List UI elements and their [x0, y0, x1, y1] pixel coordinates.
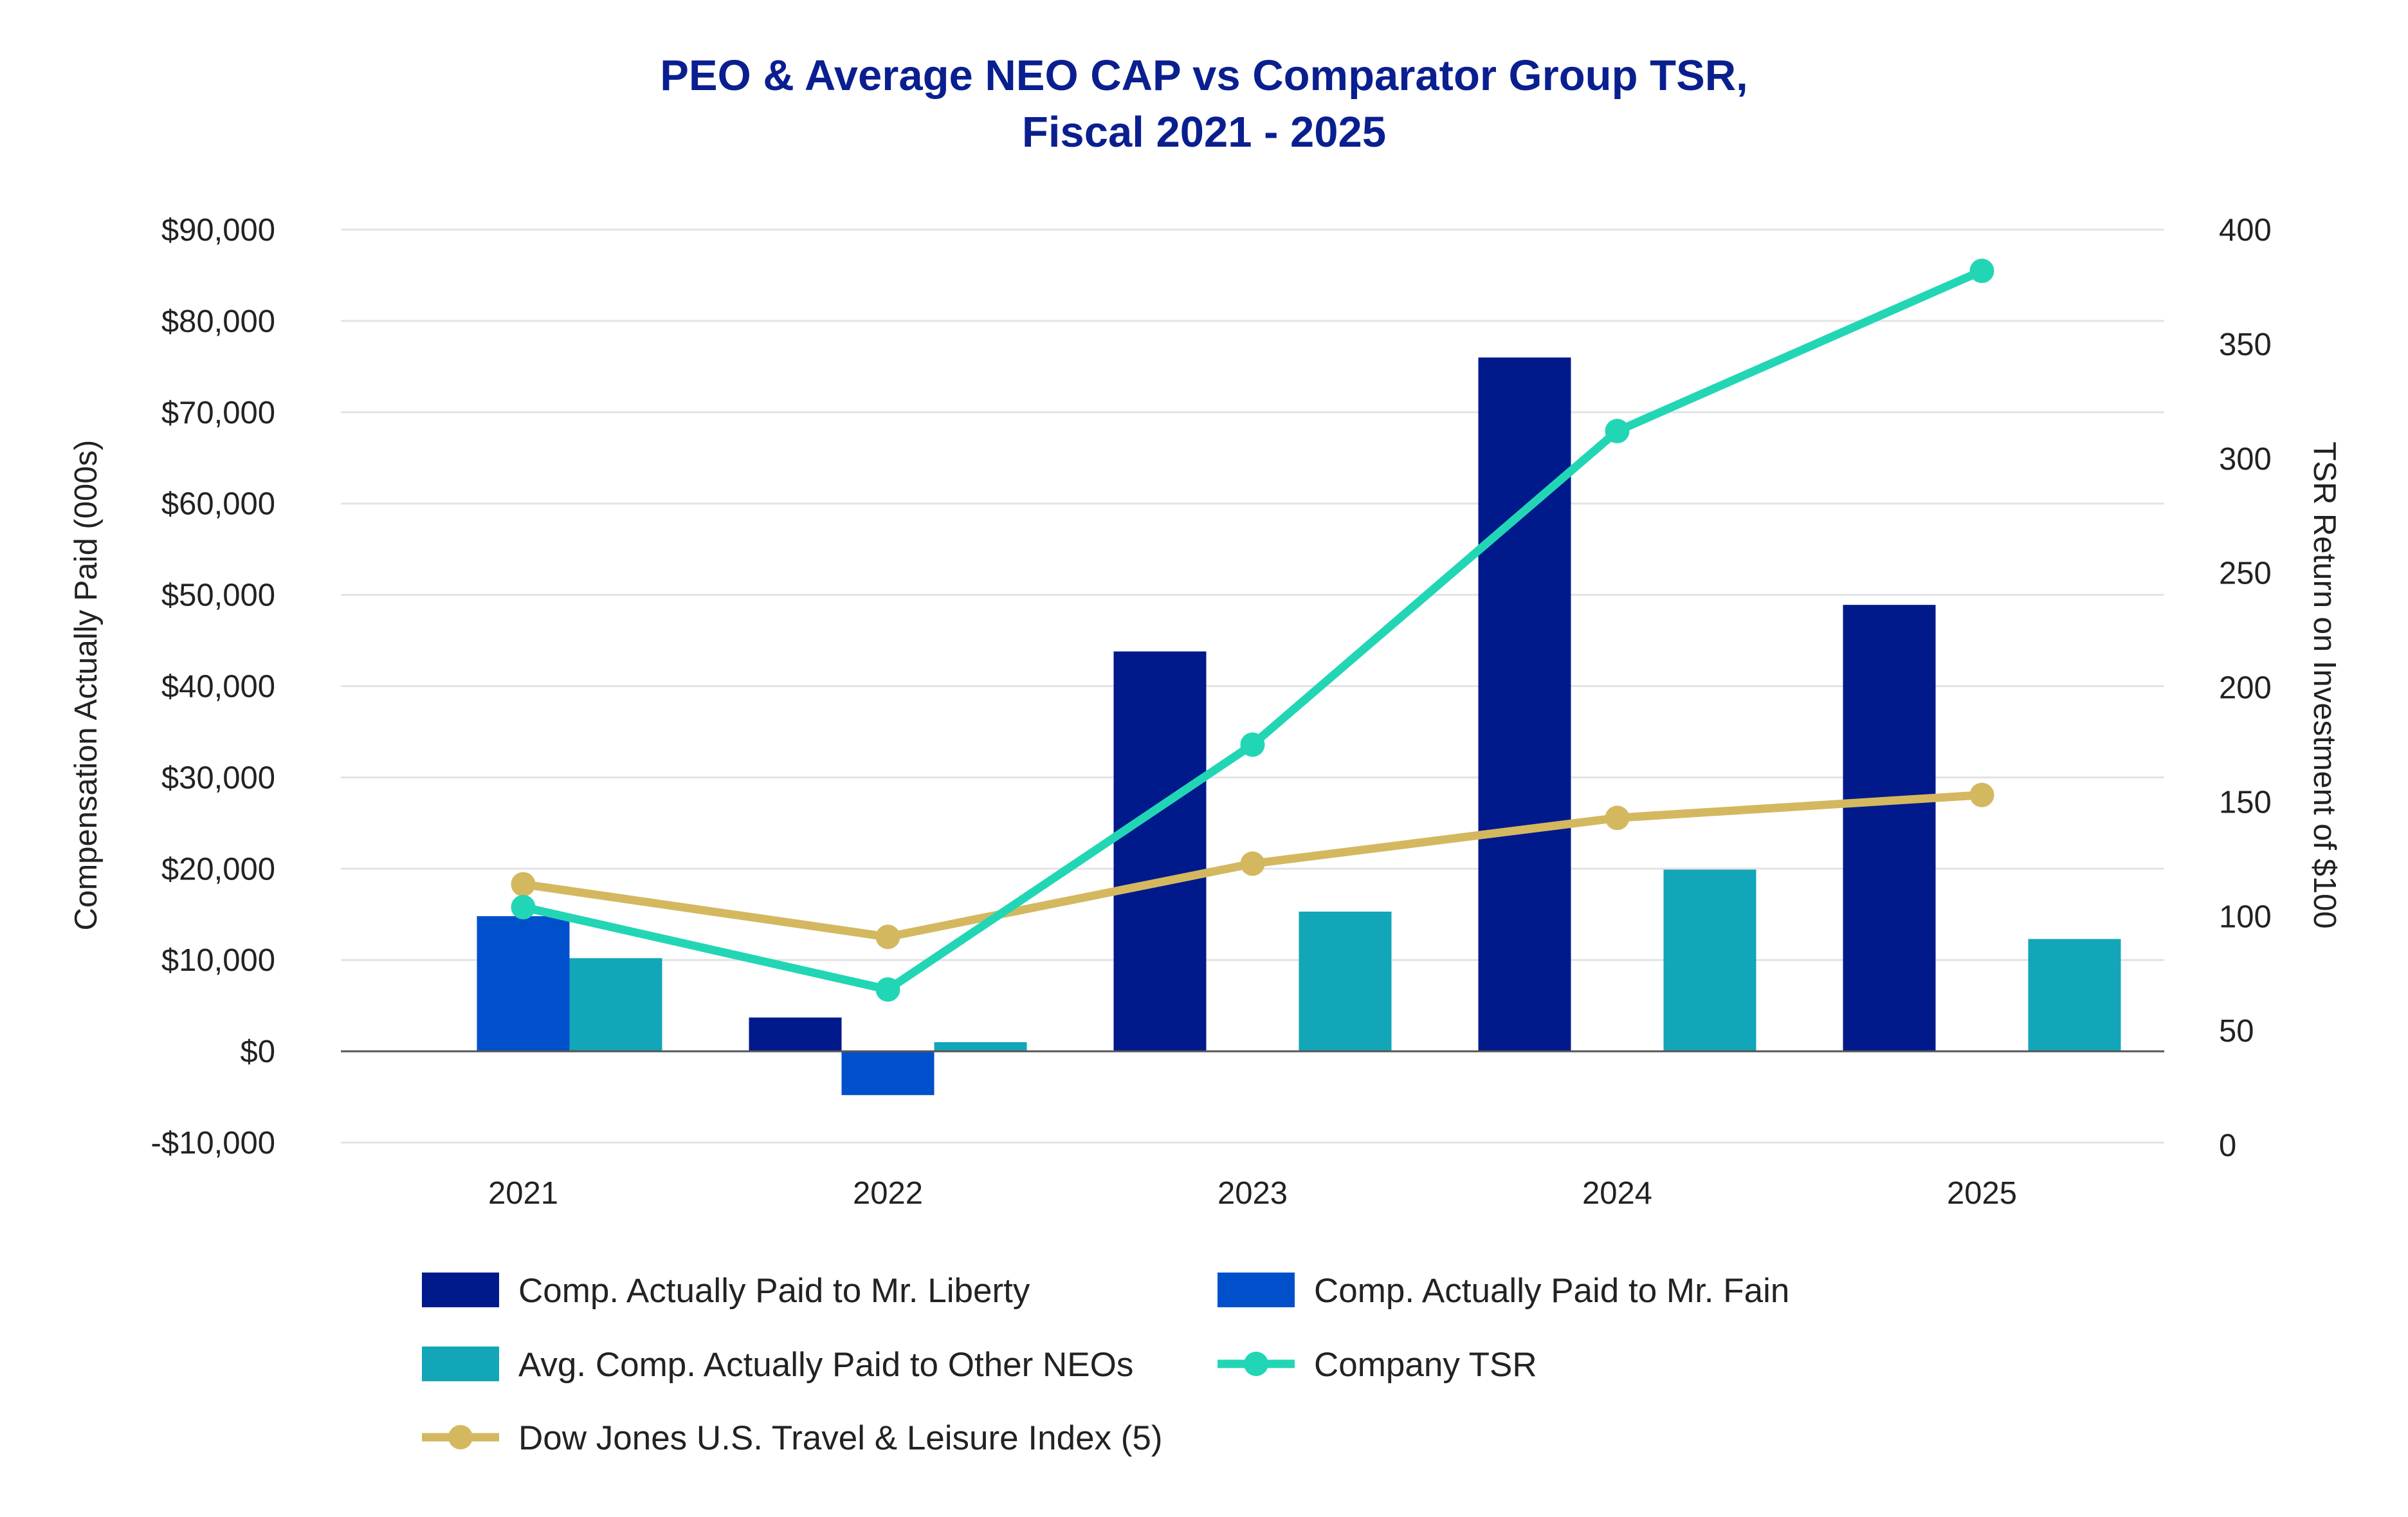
bar-1-2021: [477, 916, 570, 1052]
y-tick-label: $30,000: [161, 760, 275, 795]
y2-tick-label: 0: [2219, 1128, 2236, 1163]
point-1-2025: [1969, 782, 1994, 807]
point-1-2021: [511, 872, 536, 897]
y-tick-label: $90,000: [161, 213, 275, 248]
point-0-2025: [1969, 259, 1994, 284]
y2-tick-label: 100: [2219, 899, 2272, 934]
right-axis-label: TSR Return on Investment of $100: [2307, 441, 2342, 928]
legend-swatch-2: [422, 1347, 499, 1381]
bar-2-2025: [2028, 939, 2121, 1052]
left-axis-ticks: -$10,000 $0 $10,000 $20,000 $30,000 $40,000 $5…: [151, 213, 275, 1161]
legend-label-2: Avg. Comp. Actually Paid to Other NEOs: [518, 1346, 1133, 1384]
y2-tick-label: 350: [2219, 327, 2272, 362]
legend-label-3: Company TSR: [1314, 1346, 1537, 1384]
point-1-2023: [1240, 851, 1265, 876]
x-tick-label: 2023: [1218, 1176, 1288, 1211]
x-tick-label: 2022: [853, 1176, 923, 1211]
line-marks: [511, 259, 1994, 1002]
legend-swatch-1: [1218, 1273, 1295, 1307]
chart-title-line-1: PEO & Average NEO CAP vs Comparator Grou…: [660, 51, 1748, 100]
y-tick-label: $50,000: [161, 578, 275, 613]
chart-title-line-2: Fiscal 2021 - 2025: [1022, 108, 1386, 156]
point-0-2022: [875, 977, 900, 1002]
y2-tick-label: 150: [2219, 785, 2272, 820]
x-tick-label: 2024: [1582, 1176, 1652, 1211]
y-tick-label: $80,000: [161, 304, 275, 339]
bar-0-2025: [1843, 605, 1936, 1052]
y2-tick-label: 50: [2219, 1014, 2254, 1049]
legend-swatch-marker-3: [1244, 1352, 1268, 1376]
y-tick-label: $60,000: [161, 487, 275, 522]
legend-label-1: Comp. Actually Paid to Mr. Fain: [1314, 1272, 1789, 1310]
legend-label-0: Comp. Actually Paid to Mr. Liberty: [518, 1272, 1030, 1310]
bar-0-2024: [1478, 357, 1571, 1052]
y-tick-label: $20,000: [161, 852, 275, 887]
point-0-2024: [1605, 419, 1630, 444]
chart-title: PEO & Average NEO CAP vs Comparator Grou…: [660, 51, 1748, 156]
y-tick-label: $0: [240, 1034, 275, 1069]
legend: Comp. Actually Paid to Mr. Liberty Comp. …: [422, 1272, 1789, 1457]
bar-0-2022: [749, 1017, 842, 1052]
bar-1-2022: [841, 1051, 935, 1096]
y-tick-label: $70,000: [161, 396, 275, 430]
left-axis-label: Compensation Actually Paid (000s): [69, 440, 104, 931]
legend-swatch-0: [422, 1273, 499, 1307]
bar-2-2024: [1663, 869, 1756, 1052]
y2-tick-label: 400: [2219, 213, 2272, 248]
right-axis-ticks: 0 50 100 150 200 250 300 350 400: [2219, 213, 2272, 1163]
y-tick-label: $40,000: [161, 670, 275, 704]
y-tick-label: $10,000: [161, 943, 275, 978]
point-1-2024: [1605, 805, 1630, 831]
point-0-2023: [1240, 732, 1265, 757]
y2-tick-label: 250: [2219, 556, 2272, 591]
point-0-2021: [511, 895, 536, 920]
y2-tick-label: 300: [2219, 442, 2272, 477]
bar-2-2021: [569, 958, 662, 1052]
y-tick-label: -$10,000: [151, 1126, 275, 1161]
legend-label-4: Dow Jones U.S. Travel & Leisure Index (5…: [518, 1419, 1163, 1457]
line-series-0: [519, 266, 1986, 994]
x-tick-label: 2025: [1947, 1176, 2017, 1211]
bar-marks: [477, 357, 2121, 1096]
legend-swatch-marker-4: [448, 1425, 473, 1449]
bar-2-2023: [1299, 911, 1392, 1052]
point-1-2022: [875, 924, 900, 950]
bar-0-2023: [1113, 651, 1207, 1052]
x-tick-label: 2021: [488, 1176, 558, 1211]
bar-2-2022: [934, 1042, 1027, 1052]
y2-tick-label: 200: [2219, 671, 2272, 706]
x-axis-ticks: 2021 2022 2023 2024 2025: [488, 1176, 2017, 1211]
